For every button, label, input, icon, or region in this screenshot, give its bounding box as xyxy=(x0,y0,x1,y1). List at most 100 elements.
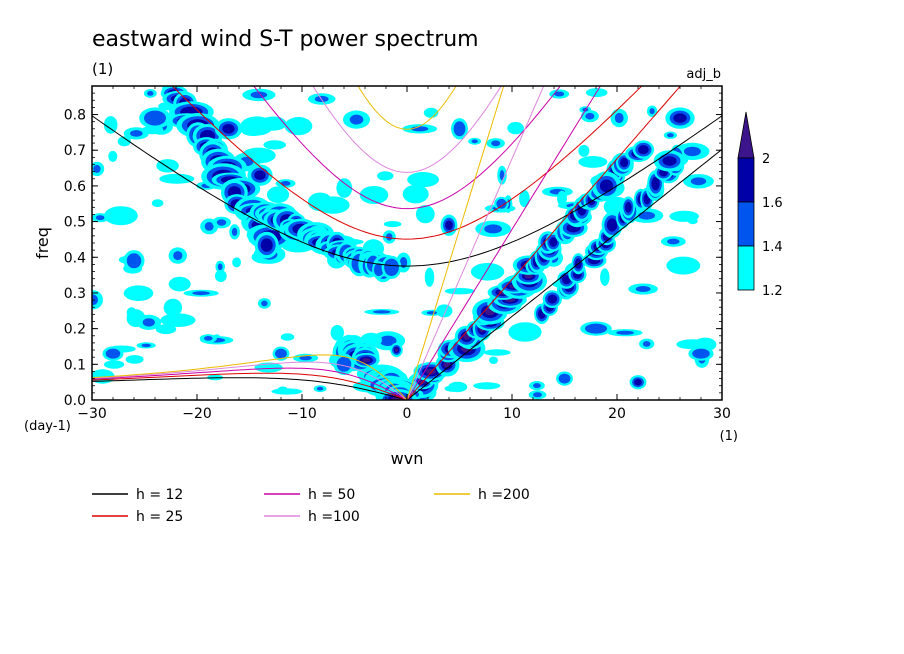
power-speckle-core xyxy=(690,177,707,186)
power-speckle-core xyxy=(484,224,502,234)
power-spot-mid xyxy=(126,253,142,269)
y-tick-label: 0.3 xyxy=(64,286,86,302)
power-speckle-core xyxy=(585,112,595,120)
power-ridge-peak xyxy=(362,358,371,363)
power-spot-mid xyxy=(275,348,287,359)
power-ridge-inner xyxy=(549,237,558,247)
x-tick-label: 0 xyxy=(403,406,412,422)
power-speckle xyxy=(519,190,530,208)
power-speckle-core xyxy=(491,140,501,147)
power-spot-mid xyxy=(692,348,710,359)
power-speckle-core xyxy=(614,112,624,124)
power-speckle xyxy=(415,205,435,224)
power-speckle xyxy=(444,288,475,295)
power-speckle xyxy=(103,116,118,134)
power-speckle xyxy=(316,196,350,214)
power-ridge-inner xyxy=(547,294,558,304)
power-speckle-core xyxy=(204,222,214,231)
y-tick-label: 0.8 xyxy=(64,108,86,124)
dispersion-curves xyxy=(92,86,722,400)
x-unit-label: (1) xyxy=(720,429,738,444)
power-speckle-core xyxy=(147,91,154,96)
power-ridge-inner xyxy=(638,145,649,155)
rossby-curve-h50 xyxy=(92,367,408,400)
power-speckle xyxy=(330,325,344,341)
colorbar-extend-arrow xyxy=(737,111,755,159)
power-speckle-core xyxy=(635,286,651,292)
power-speckle-core xyxy=(616,330,634,335)
y-tick-label: 0.5 xyxy=(64,215,86,231)
power-spot-inner xyxy=(254,170,266,180)
power-speckle-core xyxy=(93,164,101,173)
power-spot-inner xyxy=(445,220,453,230)
power-speckle xyxy=(557,190,567,206)
power-spot-mid xyxy=(453,121,466,137)
power-speckle xyxy=(156,159,179,173)
power-ridge-peak xyxy=(425,368,436,375)
power-ridge-inner xyxy=(260,238,273,252)
colorbar-label: 1.4 xyxy=(762,240,783,255)
x-tick-label: −10 xyxy=(287,406,317,422)
power-speckle xyxy=(666,256,701,275)
gravity-curve-h50 xyxy=(253,86,561,210)
power-speckle xyxy=(160,313,196,328)
colorbar: 2 1.6 1.4 1.2 xyxy=(737,111,783,299)
legend: h = 12 h = 25 h = 50 h =100 h =200 xyxy=(92,487,530,525)
power-spot-inner xyxy=(222,124,235,134)
power-speckle-core xyxy=(173,251,183,261)
power-speckle xyxy=(159,173,195,184)
power-speckle xyxy=(359,186,389,204)
power-ridge-mid xyxy=(373,263,384,277)
kelvin-curve-h12 xyxy=(406,148,722,400)
power-speckle xyxy=(117,136,131,147)
power-ridge-inner xyxy=(624,201,632,213)
power-spot-inner xyxy=(673,113,687,123)
power-spot-mid xyxy=(585,323,607,334)
power-speckle xyxy=(168,276,191,292)
power-speckle xyxy=(377,171,394,181)
power-speckle xyxy=(470,263,505,281)
power-speckle-core xyxy=(386,233,393,241)
power-speckle-core xyxy=(471,139,478,144)
rossby-curve-h100 xyxy=(92,361,408,400)
power-ridge-inner xyxy=(620,157,629,168)
gravity-curve-h25 xyxy=(171,86,643,240)
power-speckle-core xyxy=(250,91,268,99)
colorbar-label: 1.6 xyxy=(762,196,783,211)
colorbar-segment xyxy=(737,201,755,247)
power-speckle-core xyxy=(217,263,223,271)
corner-label: adj_b xyxy=(686,67,721,82)
power-speckle-core xyxy=(231,227,238,237)
power-speckle-core xyxy=(642,341,651,347)
power-speckle-core xyxy=(649,108,655,115)
power-speckle xyxy=(155,324,177,335)
power-contours xyxy=(92,86,717,400)
power-speckle xyxy=(473,382,501,390)
power-spot-mid xyxy=(496,198,507,209)
x-tick-label: 20 xyxy=(608,406,626,422)
power-speckle xyxy=(266,186,290,203)
power-speckle xyxy=(402,184,429,204)
legend-label: h = 12 xyxy=(136,487,183,503)
power-speckle-core xyxy=(299,355,312,361)
power-speckle-core xyxy=(95,215,105,221)
power-speckle-core xyxy=(141,343,151,348)
power-ridge-inner xyxy=(651,176,660,191)
rossby-curve-h12 xyxy=(92,377,408,400)
power-speckle xyxy=(108,150,118,162)
y-axis-label: freq xyxy=(33,227,52,259)
kelvin-curve-h25 xyxy=(406,86,682,400)
power-speckle xyxy=(240,116,274,136)
power-ridge-mid xyxy=(384,258,399,276)
power-speckle xyxy=(151,199,164,208)
rossby-curve-h200 xyxy=(92,354,408,400)
power-speckle-core xyxy=(426,311,438,315)
power-speckle-core xyxy=(399,257,408,268)
power-speckle xyxy=(104,360,125,369)
power-speckle xyxy=(407,172,439,188)
legend-label: h = 25 xyxy=(136,509,183,525)
axes: −30 −20 −10 0 10 20 30 0.0 0.1 0.2 0.3 0.4 0.5 0.6 0.7… xyxy=(64,86,731,422)
power-speckle-core xyxy=(667,238,680,245)
power-speckle-core xyxy=(373,310,391,314)
